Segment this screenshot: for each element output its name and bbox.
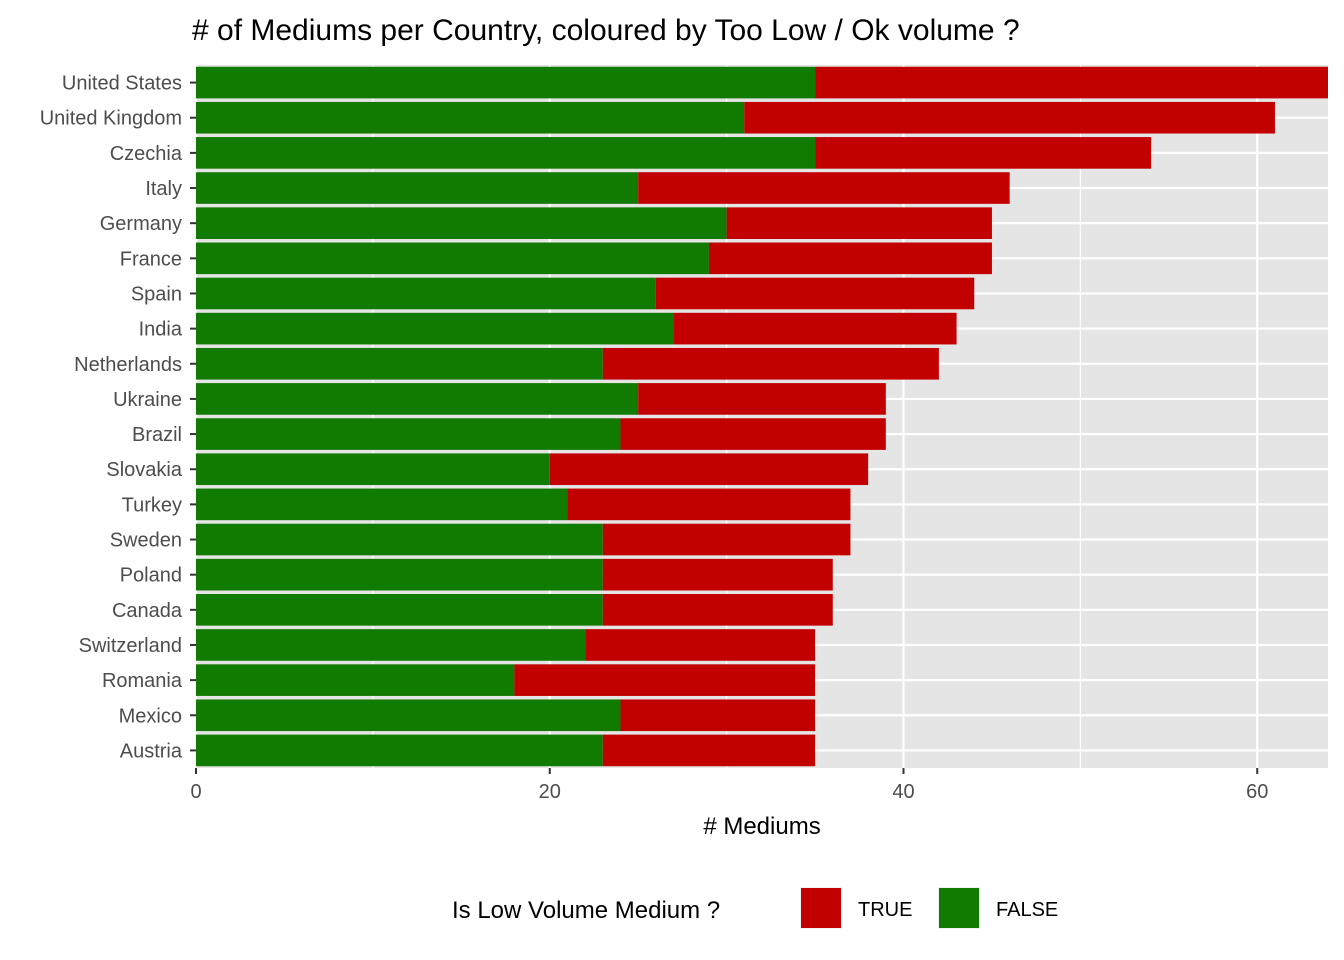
bar-true-netherlands <box>602 347 939 380</box>
y-tick-label: United Kingdom <box>40 108 182 130</box>
legend-title: Is Low Volume Medium ? <box>452 897 720 924</box>
x-tick-label: 0 <box>190 781 201 803</box>
bar-false-switzerland <box>196 629 586 661</box>
bar-false-spain <box>196 277 656 310</box>
y-tick-label: India <box>139 319 183 341</box>
x-tick-label: 60 <box>1246 781 1268 803</box>
bar-false-netherlands <box>196 347 603 380</box>
y-tick-label: Czechia <box>110 143 183 165</box>
bar-true-italy <box>638 172 1010 204</box>
bar-true-ukraine <box>638 383 886 415</box>
bar-true-india <box>673 312 957 345</box>
plot-panel <box>196 65 1328 768</box>
y-tick-label: Romania <box>102 670 183 692</box>
bar-true-spain <box>655 277 975 310</box>
legend-key-false <box>939 888 979 928</box>
bar-true-sweden <box>602 523 851 556</box>
bar-false-romania <box>196 664 515 696</box>
bar-true-romania <box>514 664 816 696</box>
y-tick-label: Ukraine <box>113 389 182 411</box>
bar-false-sweden <box>196 523 603 556</box>
bar-false-india <box>196 312 674 345</box>
legend-label-false: FALSE <box>996 899 1058 921</box>
bar-true-canada <box>602 594 833 626</box>
legend: Is Low Volume Medium ? TRUE FALSE <box>452 887 1058 929</box>
bar-false-france <box>196 242 709 275</box>
y-tick-label: Sweden <box>110 530 182 552</box>
bar-true-poland <box>602 558 833 591</box>
y-tick-label: United States <box>62 73 182 95</box>
chart-title: # of Mediums per Country, coloured by To… <box>192 14 1020 47</box>
bar-false-mexico <box>196 699 621 732</box>
y-tick-label: Slovakia <box>106 459 182 481</box>
bar-true-austria <box>602 734 816 767</box>
bar-false-slovakia <box>196 453 550 486</box>
x-tick-label: 40 <box>892 781 914 803</box>
y-tick-label: Canada <box>112 600 183 622</box>
y-tick-label: Italy <box>145 178 182 200</box>
bar-false-united-kingdom <box>196 101 745 134</box>
bar-true-germany <box>726 207 992 239</box>
x-axis: 0 20 40 60 <box>190 768 1268 803</box>
bar-true-united-states <box>815 66 1328 99</box>
bar-true-switzerland <box>585 629 816 661</box>
y-tick-label: Turkey <box>122 494 182 516</box>
y-tick-label: Austria <box>120 740 183 762</box>
y-axis: United States United Kingdom Czechia Italy G… <box>40 73 196 762</box>
y-tick-label: Netherlands <box>74 354 182 376</box>
bar-false-turkey <box>196 488 568 521</box>
bar-false-austria <box>196 734 603 767</box>
bar-true-slovakia <box>549 453 869 486</box>
bar-true-united-kingdom <box>744 101 1275 134</box>
y-tick-label: Mexico <box>119 705 182 727</box>
bar-false-canada <box>196 594 603 626</box>
bars <box>196 66 1328 767</box>
y-tick-label: Germany <box>100 213 182 235</box>
bar-false-united-states <box>196 66 816 99</box>
x-axis-title: # Mediums <box>703 813 820 840</box>
y-tick-label: Switzerland <box>79 635 182 657</box>
legend-key-true <box>801 888 841 928</box>
bar-false-czechia <box>196 137 816 169</box>
bar-true-czechia <box>815 137 1152 169</box>
bar-true-turkey <box>567 488 851 521</box>
bar-false-ukraine <box>196 383 639 415</box>
y-tick-label: France <box>120 248 182 270</box>
y-tick-label: Poland <box>120 565 182 587</box>
bar-true-france <box>708 242 992 275</box>
bar-true-mexico <box>620 699 816 732</box>
x-tick-label: 20 <box>539 781 561 803</box>
y-tick-label: Brazil <box>132 424 182 446</box>
bar-false-germany <box>196 207 727 239</box>
bar-false-brazil <box>196 418 621 450</box>
bar-true-brazil <box>620 418 886 450</box>
legend-label-true: TRUE <box>858 899 912 921</box>
bar-false-poland <box>196 558 603 591</box>
y-tick-label: Spain <box>131 283 182 305</box>
bar-false-italy <box>196 172 639 204</box>
